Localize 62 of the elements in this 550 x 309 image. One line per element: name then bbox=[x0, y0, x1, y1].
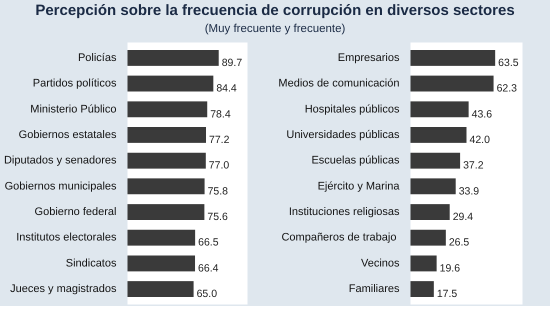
data-label: 66.5 bbox=[198, 236, 219, 249]
data-label: 84.4 bbox=[216, 82, 237, 95]
y-tick-label: Instituciones religiosas bbox=[288, 206, 400, 218]
data-label: 26.5 bbox=[448, 236, 470, 249]
y-tick-label: Escuelas públicas bbox=[311, 154, 400, 167]
bar bbox=[410, 178, 456, 194]
bar bbox=[128, 255, 196, 272]
data-label: 43.6 bbox=[472, 108, 492, 120]
y-tick-label: Universidades públicas bbox=[286, 128, 400, 141]
data-label: 75.8 bbox=[208, 185, 228, 198]
bar bbox=[410, 255, 437, 272]
bar bbox=[410, 152, 460, 169]
data-label: 33.9 bbox=[458, 185, 480, 198]
bar bbox=[410, 230, 446, 246]
y-tick-label: Familiares bbox=[348, 283, 400, 296]
y-tick-label: Ministerio Público bbox=[30, 103, 116, 116]
data-label: 66.4 bbox=[198, 262, 219, 274]
bar bbox=[128, 127, 206, 143]
bar bbox=[128, 76, 214, 92]
text: (Muy frecuente y frecuente) bbox=[204, 22, 346, 38]
data-label: 75.6 bbox=[207, 211, 228, 224]
bar bbox=[128, 50, 219, 66]
y-tick-label: Medios de comunicación bbox=[278, 78, 400, 90]
bar bbox=[128, 281, 194, 298]
bar bbox=[410, 76, 494, 92]
bar bbox=[410, 101, 469, 118]
bar bbox=[128, 204, 204, 220]
bar bbox=[128, 101, 208, 118]
y-tick-label: Sindicatos bbox=[66, 257, 117, 270]
y-tick-label: Partidos políticos bbox=[32, 78, 117, 90]
y-tick-label: Gobiernos municipales bbox=[4, 180, 117, 192]
y-tick-label: Hospitales públicos bbox=[304, 103, 400, 116]
data-label: 62.3 bbox=[496, 82, 518, 95]
data-label: 77.0 bbox=[208, 160, 230, 172]
data-label: 42.0 bbox=[470, 134, 490, 146]
data-label: 19.6 bbox=[440, 262, 460, 274]
data-label: 17.5 bbox=[436, 288, 458, 300]
bar bbox=[410, 50, 496, 66]
data-label: 78.4 bbox=[210, 108, 231, 120]
y-tick-label: Jueces y magistrados bbox=[10, 283, 117, 296]
bar bbox=[128, 230, 196, 246]
y-tick-label: Gobiernos estatales bbox=[18, 128, 117, 141]
data-label: 89.7 bbox=[222, 56, 242, 69]
chart-title: Percepción sobre la frecuencia de corrupción en diversos sectores bbox=[34, 1, 516, 21]
y-tick-label: Diputados y senadores bbox=[4, 154, 117, 167]
y-tick-label: Compañeros de trabajo bbox=[281, 232, 396, 244]
data-label: 77.2 bbox=[209, 134, 230, 146]
y-tick-label: Institutos electorales bbox=[16, 232, 117, 244]
data-label: 65.0 bbox=[196, 288, 218, 300]
bar bbox=[410, 281, 434, 298]
y-tick-label: Vecinos bbox=[360, 257, 400, 270]
bar bbox=[128, 178, 205, 194]
bar bbox=[410, 127, 466, 143]
data-label: 37.2 bbox=[463, 160, 484, 172]
data-label: 63.5 bbox=[498, 56, 519, 69]
data-label: 29.4 bbox=[452, 211, 474, 224]
y-tick-label: Gobierno federal bbox=[34, 206, 117, 218]
bar bbox=[410, 204, 450, 220]
y-tick-label: Empresarios bbox=[338, 52, 400, 64]
bar bbox=[128, 152, 206, 169]
y-tick-label: Ejército y Marina bbox=[318, 180, 400, 192]
y-tick-label: Policías bbox=[78, 52, 117, 64]
